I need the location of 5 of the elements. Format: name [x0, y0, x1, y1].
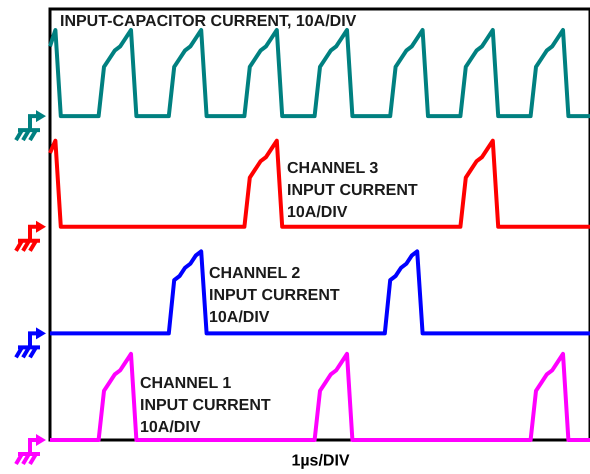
- series-label: CHANNEL 3 INPUT CURRENT 10A/DIV: [287, 160, 418, 221]
- series-label: INPUT-CAPACITOR CURRENT, 10A/DIV: [60, 13, 357, 30]
- series-label: CHANNEL 2 INPUT CURRENT 10A/DIV: [209, 265, 340, 326]
- x-axis-title: 1µs/DIV: [291, 452, 350, 470]
- series-label: CHANNEL 1 INPUT CURRENT 10A/DIV: [140, 375, 271, 436]
